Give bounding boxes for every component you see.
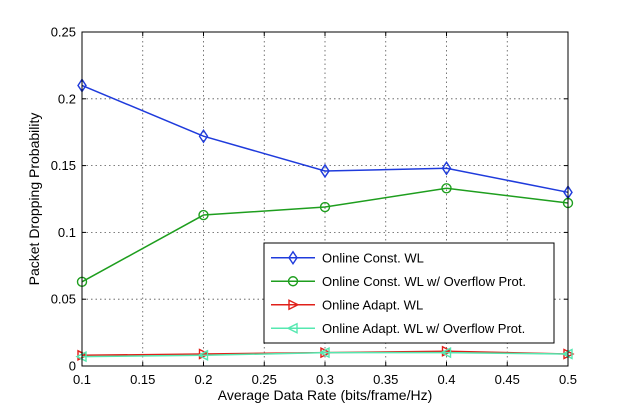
x-axis-title: Average Data Rate (bits/frame/Hz) (218, 387, 433, 403)
x-tick-label: 0.15 (130, 372, 155, 387)
legend: Online Const. WL Online Const. WL w/ Over… (263, 242, 555, 344)
y-tick-label: 0.25 (51, 25, 76, 40)
x-tick-label: 0.2 (194, 372, 212, 387)
y-axis-title: Packet Dropping Probability (26, 113, 42, 286)
data-point (198, 348, 211, 360)
legend-label: Online Adapt. WL w/ Overflow Prot. (322, 321, 525, 336)
legend-item: Online Const. WL (271, 250, 424, 265)
x-tick-label: 0.1 (73, 372, 91, 387)
legend-swatch-marker (286, 322, 298, 334)
x-tick-label: 0.4 (437, 372, 455, 387)
series-line (81, 351, 569, 358)
data-point (198, 209, 209, 221)
series-2 (76, 183, 574, 288)
data-point (320, 163, 330, 179)
legend-swatch-marker (287, 276, 299, 287)
data-point (198, 128, 209, 144)
data-point (196, 349, 209, 361)
data-point (441, 161, 452, 176)
data-point (439, 347, 452, 359)
legend-box (263, 242, 555, 344)
legend-item: Online Adapt. WL (271, 297, 423, 312)
legend-item: Online Const. WL w/ Overflow Prot. (271, 274, 526, 289)
data-point (441, 183, 452, 194)
legend-label: Online Adapt. WL (322, 297, 423, 312)
axis-ticks: 0.1 0.15 0.2 0.25 0.3 0.35 0.4 0.45 0.5 0 0.05 0.1 0… (51, 25, 577, 388)
x-tick-label: 0.5 (559, 372, 577, 387)
legend-swatch-marker (288, 299, 300, 311)
x-tick-label: 0.25 (252, 372, 277, 387)
series-line (81, 187, 569, 283)
series-1 (77, 78, 573, 200)
series-layer (75, 78, 575, 363)
x-tick-label: 0.35 (373, 372, 398, 387)
legend-label: Online Const. WL w/ Overflow Prot. (322, 274, 526, 289)
series-line (81, 84, 569, 194)
y-tick-label: 0.2 (58, 91, 76, 106)
y-tick-label: 0.05 (51, 292, 76, 307)
y-tick-label: 0 (69, 359, 76, 374)
data-point (441, 345, 454, 357)
legend-label: Online Const. WL (322, 250, 424, 265)
y-tick-label: 0.15 (51, 158, 76, 173)
y-tick-label: 0.1 (58, 225, 76, 240)
x-tick-label: 0.3 (316, 372, 334, 387)
data-point (319, 201, 331, 213)
legend-swatch-marker (288, 250, 298, 266)
legend-item: Online Adapt. WL w/ Overflow Prot. (271, 321, 525, 336)
x-tick-label: 0.45 (495, 372, 520, 387)
data-point (318, 347, 330, 359)
